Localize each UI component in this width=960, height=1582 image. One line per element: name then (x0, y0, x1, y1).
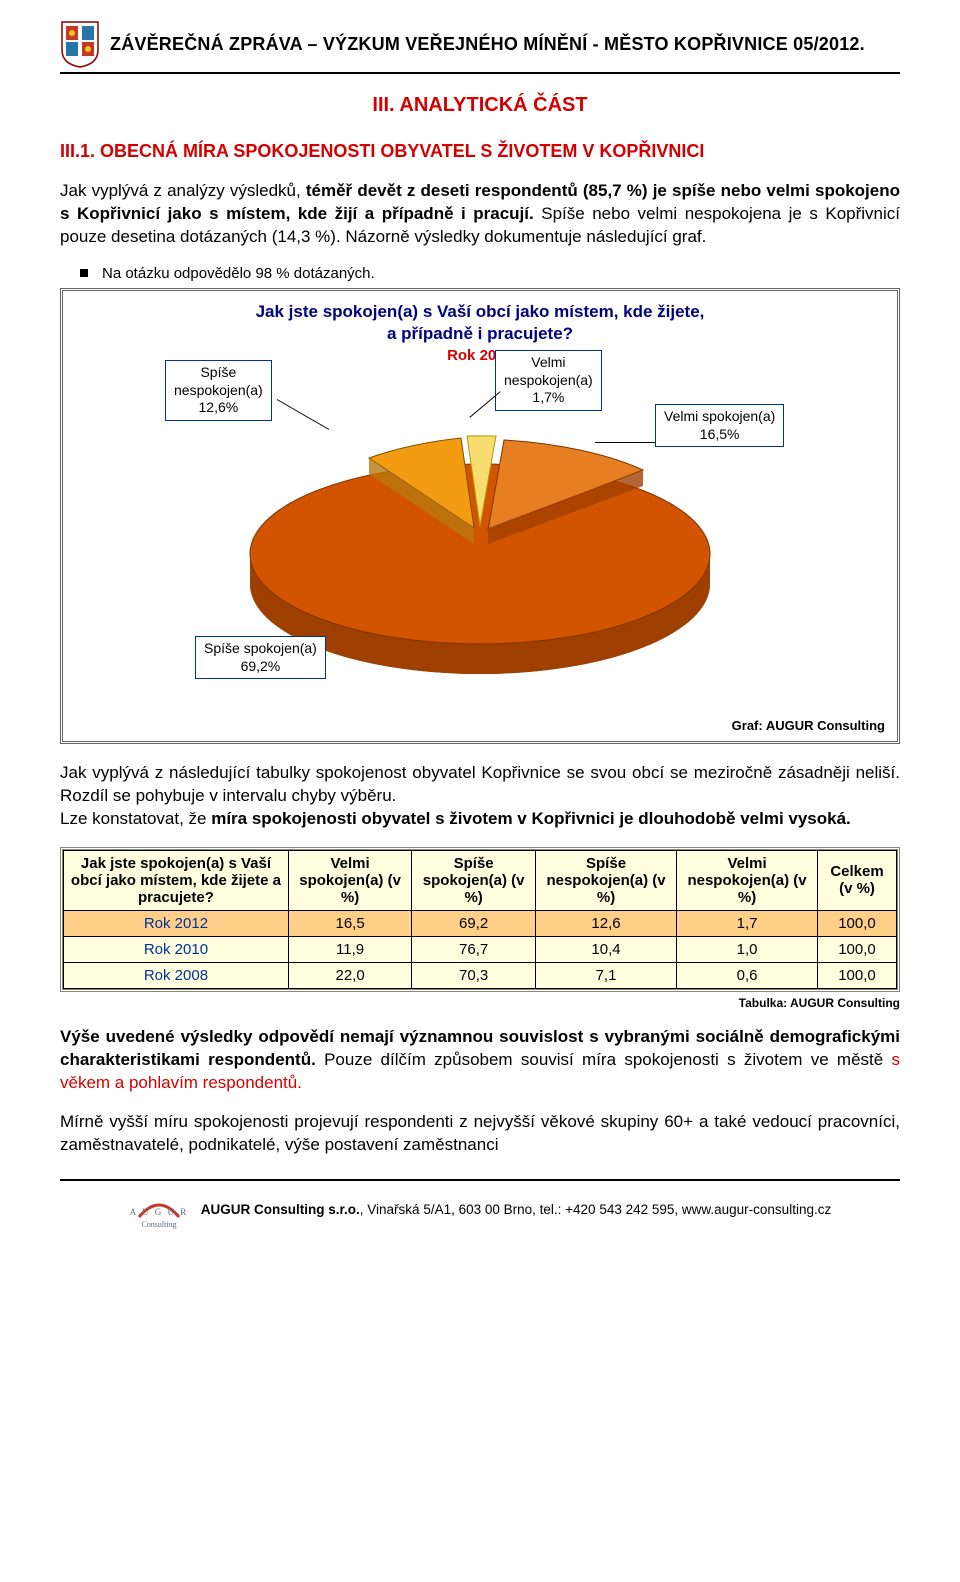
table-credit: Tabulka: AUGUR Consulting (60, 996, 900, 1010)
th-question: Jak jste spokojen(a) s Vaší obcí jako mí… (64, 850, 289, 910)
co-spsp-l1: Spíše spokojen(a) (204, 640, 317, 656)
table-cell: 22,0 (288, 962, 411, 988)
paragraph-correlation: Výše uvedené výsledky odpovědí nemají vý… (60, 1026, 900, 1095)
table-cell: 12,6 (535, 910, 676, 936)
comparison-table: Jak jste spokojen(a) s Vaší obcí jako mí… (60, 847, 900, 992)
pie-chart-panel: Jak jste spokojen(a) s Vaší obcí jako mí… (60, 288, 900, 744)
paragraph-table-intro: Jak vyplývá z následující tabulky spokoj… (60, 762, 900, 831)
table-row: Rok 201216,569,212,61,7100,0 (64, 910, 897, 936)
p3-mid: Pouze dílčím způsobem souvisí míra spoko… (316, 1050, 892, 1069)
header-divider (60, 72, 900, 74)
th-c4: Velmi nespokojen(a) (v %) (677, 850, 818, 910)
co-spne-l3: 12,6% (199, 399, 239, 415)
th-c3: Spíše nespokojen(a) (v %) (535, 850, 676, 910)
leader-line (595, 442, 655, 443)
co-vene-l2: nespokojen(a) (504, 372, 593, 388)
table-cell: 1,0 (677, 936, 818, 962)
svg-text:Consulting: Consulting (141, 1220, 176, 1229)
bullet-square-icon (80, 269, 88, 277)
response-rate-bullet: Na otázku odpovědělo 98 % dotázaných. (80, 265, 900, 282)
chart-title-l2: a případně i pracujete? (75, 323, 885, 345)
city-crest-icon (60, 20, 100, 68)
doc-header-title: ZÁVĚREČNÁ ZPRÁVA – VÝZKUM VEŘEJNÉHO MÍNĚ… (110, 34, 865, 55)
bullet-text: Na otázku odpovědělo 98 % dotázaných. (102, 265, 375, 282)
p2-bold: míra spokojenosti obyvatel s životem v K… (211, 809, 851, 828)
row-year: Rok 2010 (64, 936, 289, 962)
co-spne-l2: nespokojen(a) (174, 382, 263, 398)
table-row: Rok 201011,976,710,41,0100,0 (64, 936, 897, 962)
pie-chart: Spíše nespokojen(a) 12,6% Velmi nespokoj… (75, 364, 885, 714)
table-cell: 70,3 (412, 962, 536, 988)
paragraph-intro: Jak vyplývá z analýzy výsledků, téměř de… (60, 180, 900, 249)
co-vene-l3: 1,7% (532, 389, 564, 405)
subsection-title: III.1. OBECNÁ MÍRA SPOKOJENOSTI OBYVATEL… (60, 141, 900, 162)
callout-velmi-spokojen: Velmi spokojen(a) 16,5% (655, 404, 784, 447)
table-cell: 76,7 (412, 936, 536, 962)
th-c5: Celkem (v %) (818, 850, 897, 910)
table-cell: 10,4 (535, 936, 676, 962)
callout-velmi-nespokojen: Velmi nespokojen(a) 1,7% (495, 350, 602, 411)
callout-spise-nespokojen: Spíše nespokojen(a) 12,6% (165, 360, 272, 421)
footer-rest: , Vinařská 5/A1, 603 00 Brno, tel.: +420… (360, 1202, 831, 1217)
page-footer: A U G U R Consulting AUGUR Consulting s.… (60, 1179, 900, 1233)
row-year: Rok 2008 (64, 962, 289, 988)
table-cell: 0,6 (677, 962, 818, 988)
augur-logo-icon: A U G U R Consulting (129, 1187, 189, 1233)
footer-text: AUGUR Consulting s.r.o., Vinařská 5/A1, … (201, 1202, 831, 1217)
table-cell: 16,5 (288, 910, 411, 936)
section-title: III. ANALYTICKÁ ČÁST (60, 94, 900, 117)
p1-pre: Jak vyplývá z analýzy výsledků, (60, 181, 306, 200)
table-cell: 100,0 (818, 910, 897, 936)
co-vesp-l2: 16,5% (700, 426, 740, 442)
table-cell: 69,2 (412, 910, 536, 936)
table-cell: 1,7 (677, 910, 818, 936)
co-spsp-l2: 69,2% (241, 658, 281, 674)
co-vene-l1: Velmi (531, 354, 565, 370)
paragraph-age: Mírně vyšší míru spokojenosti projevují … (60, 1111, 900, 1157)
footer-company: AUGUR Consulting s.r.o. (201, 1202, 360, 1217)
leader-line (305, 644, 306, 645)
table-cell: 100,0 (818, 962, 897, 988)
chart-credit: Graf: AUGUR Consulting (75, 718, 885, 733)
chart-title-l1: Jak jste spokojen(a) s Vaší obcí jako mí… (75, 301, 885, 323)
svg-text:A U G U R: A U G U R (130, 1207, 189, 1217)
table-row: Rok 200822,070,37,10,6100,0 (64, 962, 897, 988)
row-year: Rok 2012 (64, 910, 289, 936)
co-spne-l1: Spíše (200, 364, 236, 380)
table-cell: 7,1 (535, 962, 676, 988)
th-c1: Velmi spokojen(a) (v %) (288, 850, 411, 910)
table-cell: 100,0 (818, 936, 897, 962)
th-c2: Spíše spokojen(a) (v %) (412, 850, 536, 910)
callout-spise-spokojen: Spíše spokojen(a) 69,2% (195, 636, 326, 679)
co-vesp-l1: Velmi spokojen(a) (664, 408, 775, 424)
table-cell: 11,9 (288, 936, 411, 962)
